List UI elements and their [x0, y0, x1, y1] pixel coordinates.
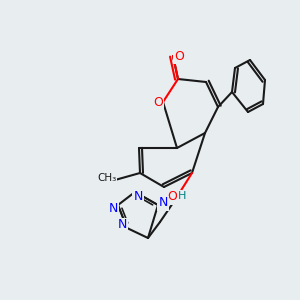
Text: N: N: [108, 202, 118, 214]
Text: N: N: [133, 190, 143, 203]
Text: O: O: [167, 190, 177, 203]
Text: O: O: [174, 50, 184, 62]
Text: N: N: [158, 196, 168, 209]
Text: O: O: [153, 95, 163, 109]
Text: H: H: [178, 191, 186, 201]
Text: N: N: [117, 218, 127, 232]
Text: CH₃: CH₃: [98, 173, 117, 183]
